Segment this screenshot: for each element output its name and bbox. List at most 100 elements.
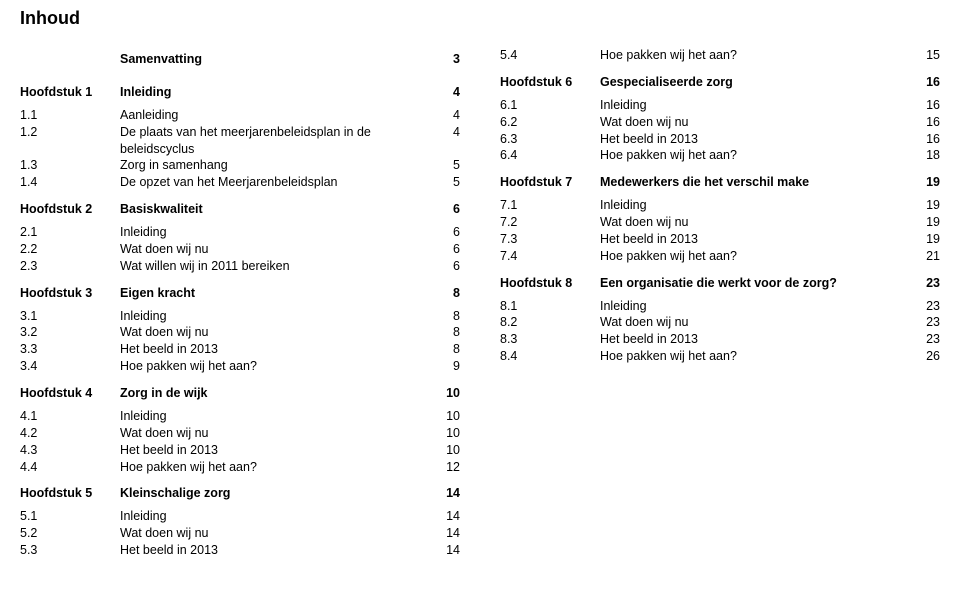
toc-num: 1.4: [20, 174, 120, 191]
toc-page: 15: [912, 47, 940, 64]
toc-text: Wat doen wij nu: [600, 114, 912, 131]
toc-row: 5.1Inleiding14: [20, 508, 460, 525]
toc-text: Het beeld in 2013: [120, 442, 432, 459]
toc-text: Wat willen wij in 2011 bereiken: [120, 258, 432, 275]
toc-num: 2.1: [20, 224, 120, 241]
toc-page: 6: [432, 191, 460, 224]
toc-text: Hoe pakken wij het aan?: [600, 47, 912, 64]
toc-num: Hoofdstuk 5: [20, 475, 120, 508]
toc-page: 6: [432, 258, 460, 275]
toc-section: Hoofdstuk 5Kleinschalige zorg14: [20, 475, 460, 508]
toc-text: Wat doen wij nu: [120, 241, 432, 258]
right-column: 5.4Hoe pakken wij het aan?15Hoofdstuk 6G…: [500, 47, 940, 559]
toc-row: 6.2Wat doen wij nu16: [500, 114, 940, 131]
toc-row: 2.3Wat willen wij in 2011 bereiken6: [20, 258, 460, 275]
toc-row: 8.1Inleiding23: [500, 298, 940, 315]
toc-row: 8.2Wat doen wij nu23: [500, 314, 940, 331]
toc-page: 19: [912, 164, 940, 197]
toc-page: 23: [912, 265, 940, 298]
toc-text: Wat doen wij nu: [120, 525, 432, 542]
toc-num: 8.1: [500, 298, 600, 315]
toc-row: 7.1Inleiding19: [500, 197, 940, 214]
toc-row: 5.4Hoe pakken wij het aan?15: [500, 47, 940, 64]
toc-text: Het beeld in 2013: [120, 341, 432, 358]
toc-page: 14: [432, 475, 460, 508]
toc-text: Inleiding: [120, 308, 432, 325]
toc-page: 10: [432, 408, 460, 425]
toc-page: 16: [912, 64, 940, 97]
toc-page: 18: [912, 147, 940, 164]
toc-row: 4.4Hoe pakken wij het aan?12: [20, 459, 460, 476]
toc-text: Kleinschalige zorg: [120, 475, 432, 508]
toc-text: Samenvatting: [120, 47, 432, 74]
toc-num: 6.2: [500, 114, 600, 131]
toc-page: 6: [432, 224, 460, 241]
toc-text: Wat doen wij nu: [120, 425, 432, 442]
toc-num: 5.3: [20, 542, 120, 559]
toc-page: 10: [432, 425, 460, 442]
toc-page: 19: [912, 231, 940, 248]
toc-num: 5.2: [20, 525, 120, 542]
toc-page: 16: [912, 114, 940, 131]
toc-text: Gespecialiseerde zorg: [600, 64, 912, 97]
toc-text: Hoe pakken wij het aan?: [120, 358, 432, 375]
toc-num: 8.4: [500, 348, 600, 365]
toc-text: Het beeld in 2013: [600, 331, 912, 348]
toc-page: 19: [912, 214, 940, 231]
toc-text: Aanleiding: [120, 107, 432, 124]
toc-page: 14: [432, 508, 460, 525]
toc-page: 16: [912, 131, 940, 148]
toc-row: 7.4Hoe pakken wij het aan?21: [500, 248, 940, 265]
toc-num: 1.3: [20, 157, 120, 174]
toc-text: De plaats van het meerjarenbeleidsplan i…: [120, 124, 432, 158]
toc-text: Wat doen wij nu: [600, 314, 912, 331]
toc-text: De opzet van het Meerjarenbeleidsplan: [120, 174, 432, 191]
toc-page: 6: [432, 241, 460, 258]
toc-section: Samenvatting3: [20, 47, 460, 74]
toc-page: 8: [432, 275, 460, 308]
toc-text: Het beeld in 2013: [600, 231, 912, 248]
toc-section: Hoofdstuk 8Een organisatie die werkt voo…: [500, 265, 940, 298]
toc-text: Zorg in de wijk: [120, 375, 432, 408]
toc-num: 7.4: [500, 248, 600, 265]
toc-page: 8: [432, 324, 460, 341]
toc-num: 1.1: [20, 107, 120, 124]
toc-text: Hoe pakken wij het aan?: [600, 348, 912, 365]
toc-num: 3.4: [20, 358, 120, 375]
toc-row: 4.2Wat doen wij nu10: [20, 425, 460, 442]
toc-text: Het beeld in 2013: [120, 542, 432, 559]
toc-section: Hoofdstuk 6Gespecialiseerde zorg16: [500, 64, 940, 97]
toc-table-left: Samenvatting3Hoofdstuk 1Inleiding41.1Aan…: [20, 47, 460, 559]
toc-text: Medewerkers die het verschil make: [600, 164, 912, 197]
toc-page: 16: [912, 97, 940, 114]
toc-row: 2.2Wat doen wij nu6: [20, 241, 460, 258]
toc-page: 9: [432, 358, 460, 375]
toc-text: Het beeld in 2013: [600, 131, 912, 148]
toc-row: 6.4Hoe pakken wij het aan?18: [500, 147, 940, 164]
toc-num: 5.1: [20, 508, 120, 525]
toc-page: 8: [432, 341, 460, 358]
toc-row: 5.3Het beeld in 201314: [20, 542, 460, 559]
toc-page: 21: [912, 248, 940, 265]
toc-page: 4: [432, 124, 460, 158]
toc-num: 6.4: [500, 147, 600, 164]
toc-num: Hoofdstuk 4: [20, 375, 120, 408]
toc-num: 8.3: [500, 331, 600, 348]
toc-text: Inleiding: [120, 224, 432, 241]
toc-text: Wat doen wij nu: [600, 214, 912, 231]
toc-num: 1.2: [20, 124, 120, 158]
toc-table-right: 5.4Hoe pakken wij het aan?15Hoofdstuk 6G…: [500, 47, 940, 365]
toc-row: 5.2Wat doen wij nu14: [20, 525, 460, 542]
toc-row: 6.3Het beeld in 201316: [500, 131, 940, 148]
toc-page: 5: [432, 174, 460, 191]
toc-num: 5.4: [500, 47, 600, 64]
toc-num: 2.3: [20, 258, 120, 275]
toc-text: Wat doen wij nu: [120, 324, 432, 341]
toc-row: 7.3Het beeld in 201319: [500, 231, 940, 248]
toc-row: 8.3Het beeld in 201323: [500, 331, 940, 348]
toc-num: 6.1: [500, 97, 600, 114]
toc-text: Inleiding: [600, 298, 912, 315]
toc-page: 23: [912, 298, 940, 315]
toc-text: Inleiding: [120, 508, 432, 525]
toc-page: 4: [432, 74, 460, 107]
